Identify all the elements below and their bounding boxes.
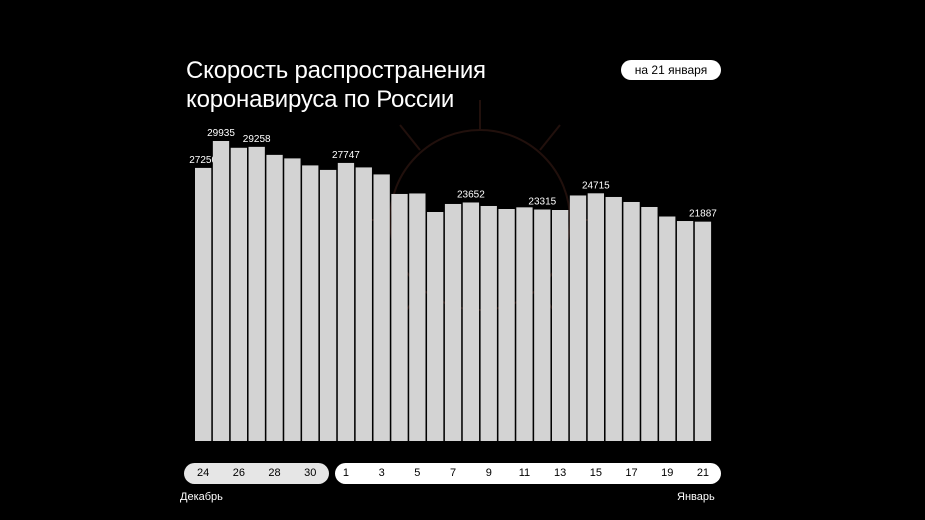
bar-15 [587,193,604,441]
value-label-12: 23315 [528,197,556,208]
title-line-1: Скорость распространения [186,57,486,84]
x-tick-label-28: 28 [268,467,281,479]
bar-14 [569,195,587,441]
bar-27 [248,146,265,442]
january-axis-pill [335,463,721,484]
bar-29 [284,158,301,441]
x-tick-label-7: 7 [449,467,457,479]
bar-13 [552,210,569,441]
bar-16 [605,196,622,441]
bar-19 [659,216,676,441]
date-badge: на 21 января [621,60,721,80]
bar-8 [462,202,480,441]
bar-4 [391,193,408,441]
x-tick-label-11: 11 [518,467,531,479]
bar-2 [355,167,372,441]
month-label-january: Январь [677,491,715,503]
x-tick-label-15: 15 [589,467,602,479]
x-tick-label-30: 30 [304,467,317,479]
bar-11 [516,207,533,441]
x-tick-label-21: 21 [696,467,710,479]
x-tick-label-26: 26 [232,467,245,479]
value-label-24: 27250 [189,155,217,166]
x-tick-label-19: 19 [661,467,674,479]
december-axis-pill [184,463,329,484]
bar-18 [641,206,658,441]
bar-6 [427,212,444,441]
value-label-8: 23652 [457,189,485,200]
bar-9 [480,205,497,441]
chart-title: Скорость распространения коронавируса по… [186,56,586,114]
x-tick-label-3: 3 [378,467,385,479]
bar-30 [302,165,319,441]
bar-25 [212,141,230,441]
value-label-21: 21887 [689,209,717,220]
bar-12 [534,209,551,441]
bar-31 [319,169,337,441]
bar-1 [337,162,355,441]
bar-28 [266,154,283,441]
bar-3 [373,174,390,442]
value-label-1: 27747 [332,150,360,161]
month-label-december: Декабрь [180,491,223,503]
bar-5 [409,193,426,441]
bar-20 [676,221,694,441]
x-tick-label-17: 17 [625,467,638,479]
value-label-25: 29935 [207,128,235,139]
bar-24 [195,167,212,441]
bar-21 [694,221,712,441]
bar-7 [444,203,462,441]
x-tick-label-9: 9 [485,467,492,479]
x-tick-label-13: 13 [554,467,567,479]
title-line-2: коронавируса по России [186,86,455,113]
bar-10 [498,209,515,441]
value-label-27: 29258 [243,134,271,145]
bar-26 [230,147,247,441]
bar-17 [623,201,640,441]
x-tick-label-24: 24 [197,467,210,479]
x-tick-label-1: 1 [342,467,349,479]
value-label-15: 24715 [582,180,610,191]
x-tick-label-5: 5 [414,467,421,479]
